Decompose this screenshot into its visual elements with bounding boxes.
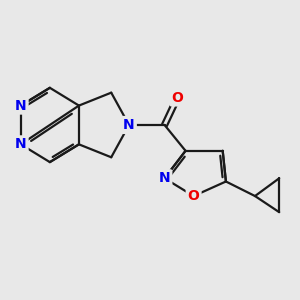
- Text: N: N: [123, 118, 135, 132]
- Text: O: O: [172, 91, 183, 104]
- Text: N: N: [15, 137, 27, 151]
- Text: N: N: [15, 99, 27, 112]
- Text: N: N: [159, 171, 170, 185]
- Text: O: O: [188, 189, 200, 203]
